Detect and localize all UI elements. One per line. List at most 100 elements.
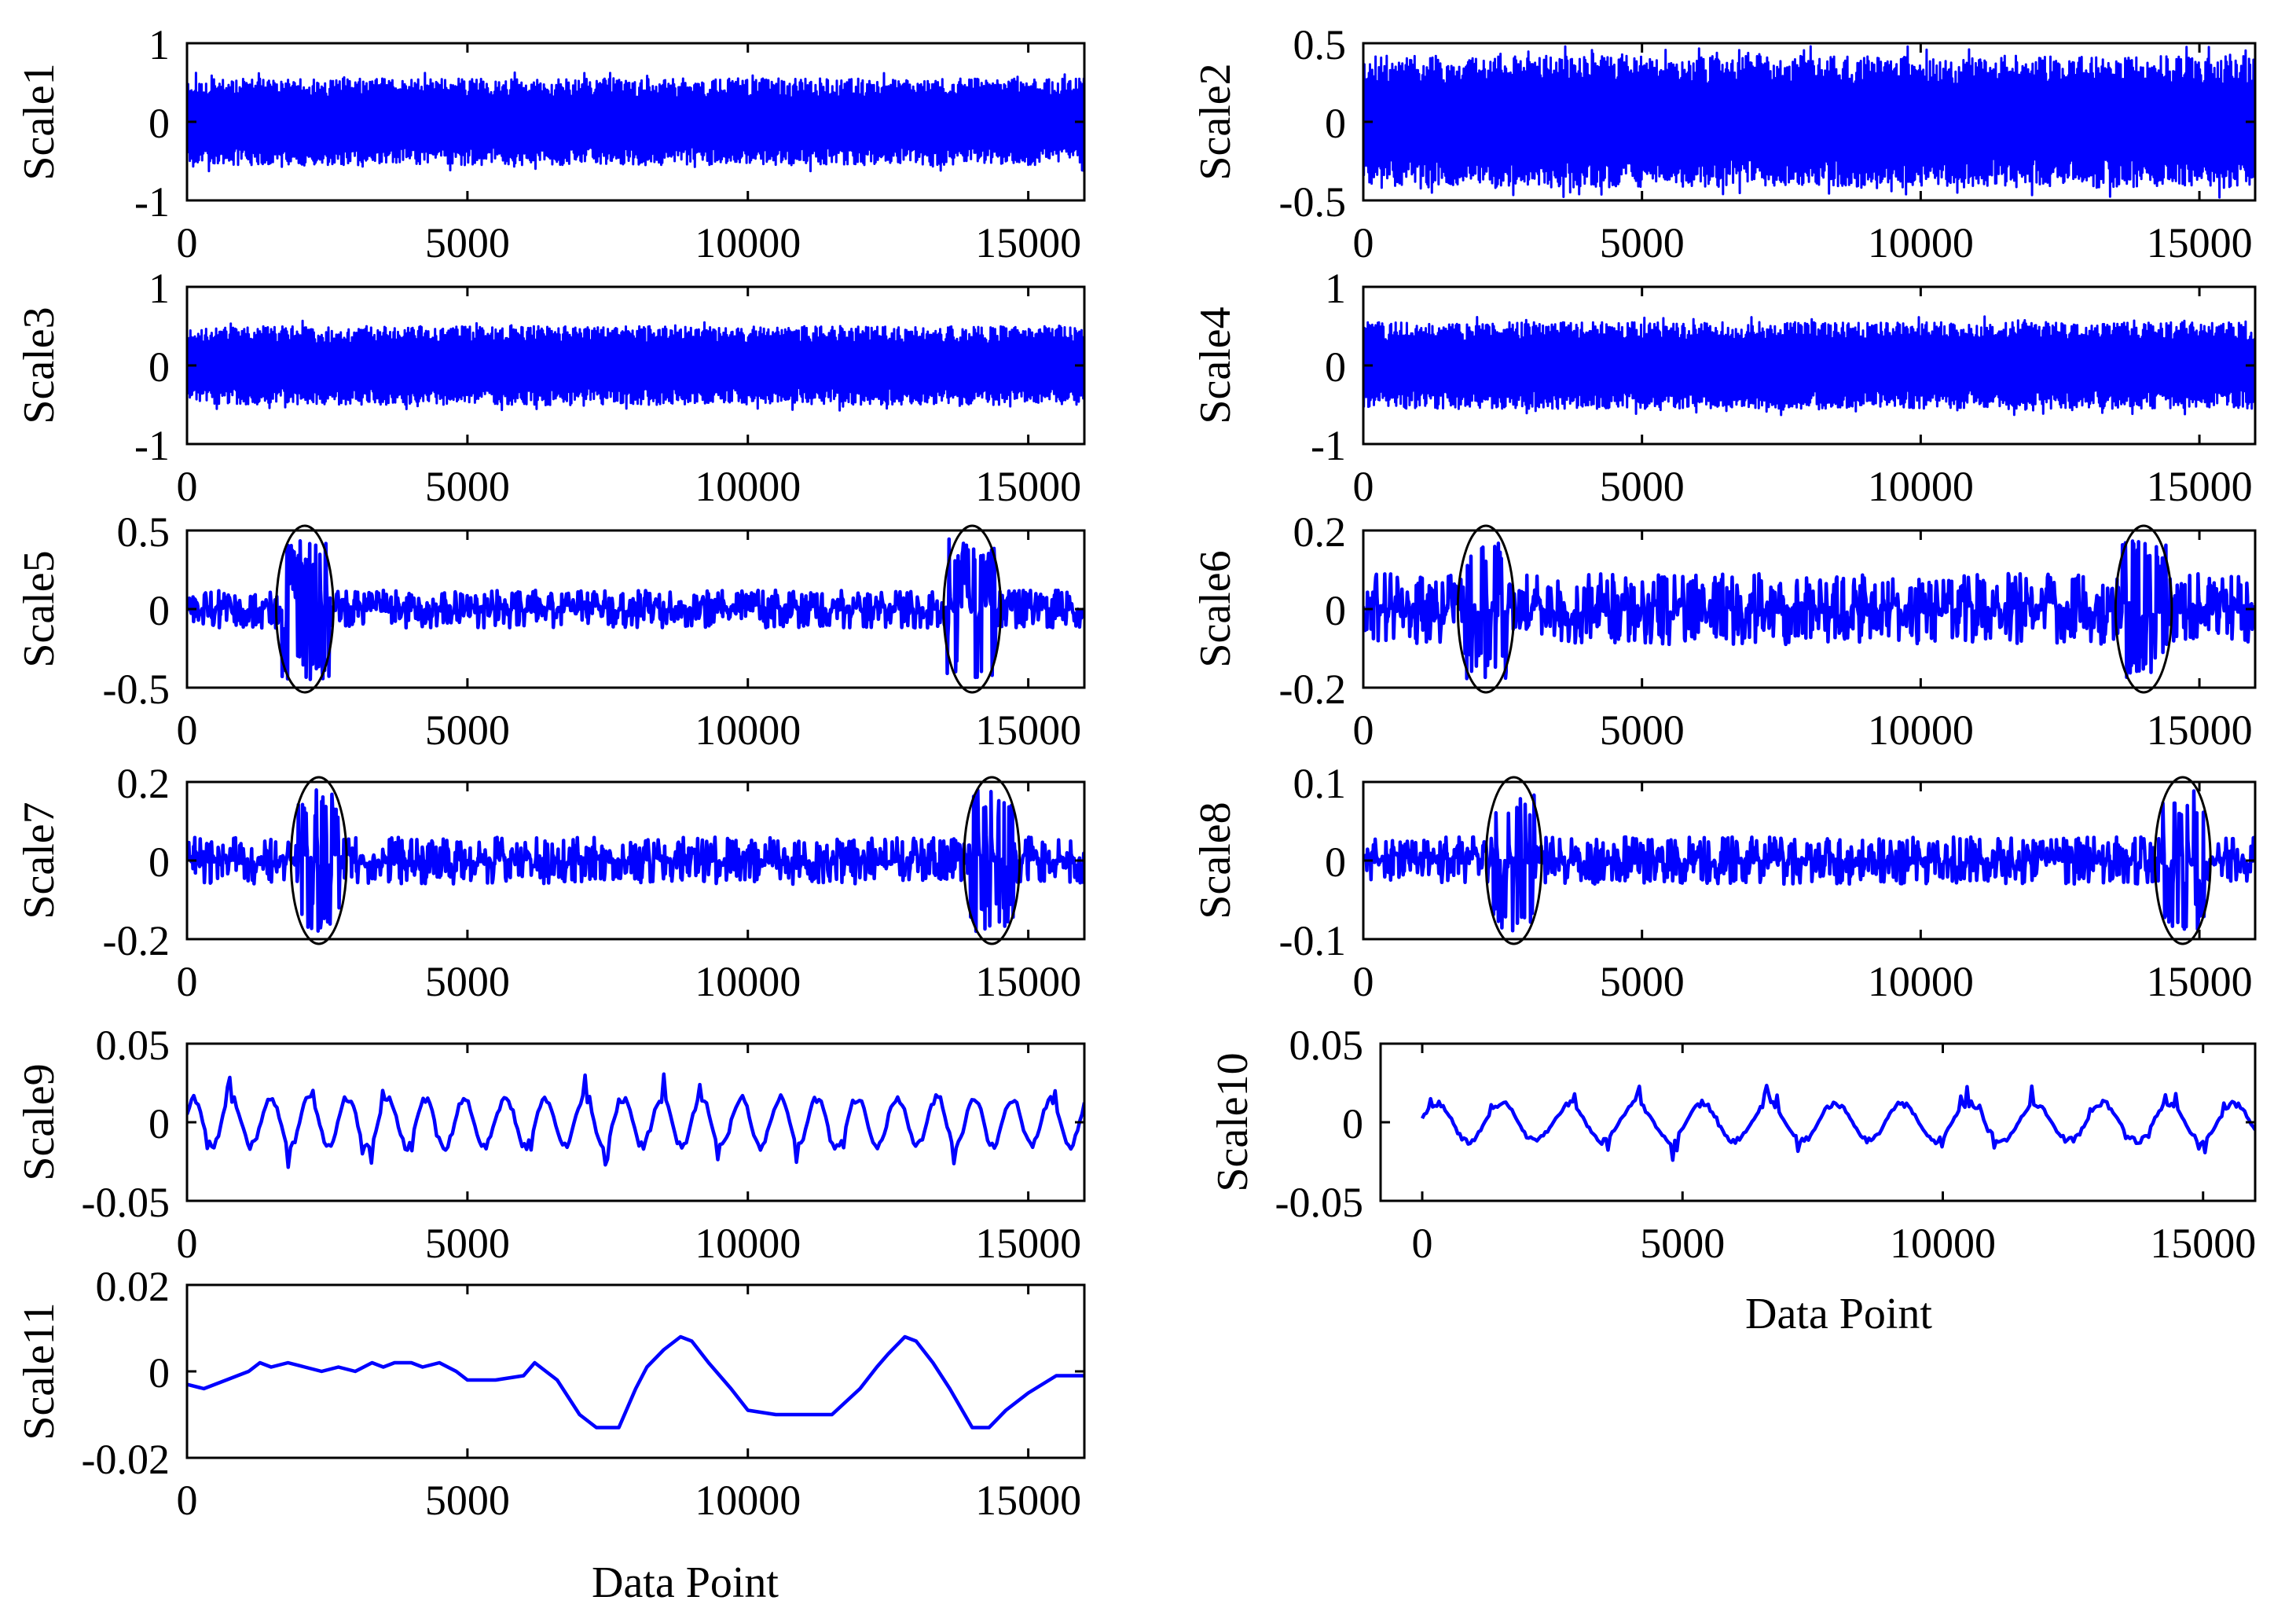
x-tick-label: 5000 (1600, 463, 1685, 510)
series-line-scale3 (187, 319, 1084, 412)
series-line-scale2 (1363, 45, 2255, 199)
y-tick-label: 0.05 (96, 1022, 171, 1069)
y-tick-label: 0.5 (117, 508, 171, 556)
y-tick-label: -1 (134, 422, 170, 469)
x-tick-label: 5000 (1640, 1220, 1725, 1267)
y-axis-label: Scale9 (15, 1063, 64, 1180)
x-tick-label: 0 (1412, 1220, 1433, 1267)
x-tick-label: 5000 (1600, 219, 1685, 266)
x-tick-label: 10000 (1868, 219, 1974, 266)
x-tick-label: 0 (177, 219, 198, 266)
x-tick-label: 5000 (425, 219, 510, 266)
x-tick-label: 5000 (425, 463, 510, 510)
annotation-ellipse-1 (1456, 524, 1516, 694)
y-axis-label: Scale2 (1191, 63, 1240, 180)
x-tick-label: 10000 (1868, 958, 1974, 1005)
y-axis-label: Scale1 (15, 63, 64, 180)
x-tick-label: 10000 (1868, 463, 1974, 510)
annotation-ellipse-2 (942, 524, 1003, 694)
x-tick-label: 5000 (1600, 707, 1685, 754)
series-line-scale7 (187, 788, 1084, 934)
x-tick-label: 0 (177, 463, 198, 510)
x-tick-label: 10000 (695, 958, 801, 1005)
annotation-ellipse-1 (289, 776, 348, 945)
x-tick-label: 5000 (1600, 958, 1685, 1005)
x-tick-label: 5000 (425, 958, 510, 1005)
y-tick-label: -0.02 (82, 1436, 170, 1483)
x-tick-label: 15000 (975, 1220, 1081, 1267)
y-tick-label: 0 (1325, 839, 1346, 886)
y-tick-label: -0.5 (103, 666, 170, 713)
x-tick-label: 15000 (2150, 1220, 2256, 1267)
y-tick-label: 0 (149, 343, 170, 391)
x-tick-label: 15000 (975, 219, 1081, 266)
x-tick-label: 0 (177, 707, 198, 754)
x-tick-label: 15000 (2147, 707, 2253, 754)
y-tick-label: 0.02 (96, 1263, 171, 1310)
y-axis-label: Scale3 (15, 306, 64, 424)
series-line-scale6 (1363, 539, 2255, 681)
x-tick-label: 15000 (975, 1477, 1081, 1524)
y-tick-label: 0 (1325, 587, 1346, 634)
x-tick-label: 10000 (1868, 707, 1974, 754)
x-tick-label: 0 (1353, 707, 1374, 754)
x-tick-label: 0 (1353, 463, 1374, 510)
y-tick-label: -0.1 (1279, 917, 1346, 964)
annotation-ellipse-2 (963, 776, 1021, 945)
x-tick-label: 15000 (975, 707, 1081, 754)
x-tick-label: 10000 (695, 219, 801, 266)
series-line-scale9 (187, 1072, 1084, 1169)
y-tick-label: 0.2 (1293, 508, 1347, 556)
x-tick-label: 10000 (695, 707, 801, 754)
y-tick-label: 1 (149, 21, 170, 68)
y-axis-label: Scale11 (15, 1302, 64, 1440)
subplot-scale10: 0.05 0 -0.05 0 5000 10000 15000 Scale10 (1209, 1022, 2257, 1267)
x-tick-label: 15000 (2147, 463, 2253, 510)
x-tick-label: 15000 (975, 463, 1081, 510)
x-axis-label-right: Data Point (1745, 1290, 1932, 1338)
x-tick-label: 0 (1353, 958, 1374, 1005)
x-tick-label: 15000 (2147, 219, 2253, 266)
y-tick-label: 0 (149, 100, 170, 147)
y-tick-label: 0.2 (117, 760, 171, 807)
annotation-ellipse-1 (1484, 776, 1543, 945)
annotation-ellipse-2 (2153, 776, 2212, 945)
y-axis-label: Scale7 (15, 802, 64, 919)
series-line-scale11 (187, 1334, 1084, 1430)
y-axis-label: Scale10 (1209, 1052, 1257, 1191)
x-tick-label: 5000 (425, 1220, 510, 1267)
y-tick-label: 0 (149, 587, 170, 634)
series-line-scale8 (1363, 789, 2255, 933)
y-tick-label: 0.05 (1289, 1022, 1364, 1069)
y-tick-label: -1 (134, 178, 170, 226)
x-tick-label: 0 (177, 958, 198, 1005)
series-line-scale5 (187, 537, 1084, 681)
series-line-scale1 (187, 71, 1084, 173)
y-tick-label: -0.05 (82, 1179, 170, 1226)
x-tick-label: 10000 (695, 1220, 801, 1267)
y-tick-label: 0 (149, 839, 170, 886)
y-tick-label: 0 (1325, 343, 1346, 391)
annotation-ellipse-2 (2114, 524, 2173, 694)
y-tick-label: -0.5 (1279, 178, 1346, 226)
y-tick-label: 0 (1342, 1100, 1363, 1147)
x-tick-label: 15000 (2147, 958, 2253, 1005)
y-axis-label: Scale5 (15, 550, 64, 667)
y-tick-label: 0.5 (1293, 21, 1347, 68)
x-tick-label: 5000 (425, 707, 510, 754)
series-line-scale10 (1420, 1083, 2255, 1162)
y-axis-label: Scale4 (1191, 306, 1240, 424)
x-axis-label-left: Data Point (592, 1558, 779, 1607)
y-tick-label: -1 (1311, 422, 1346, 469)
y-tick-label: 1 (1325, 265, 1346, 312)
